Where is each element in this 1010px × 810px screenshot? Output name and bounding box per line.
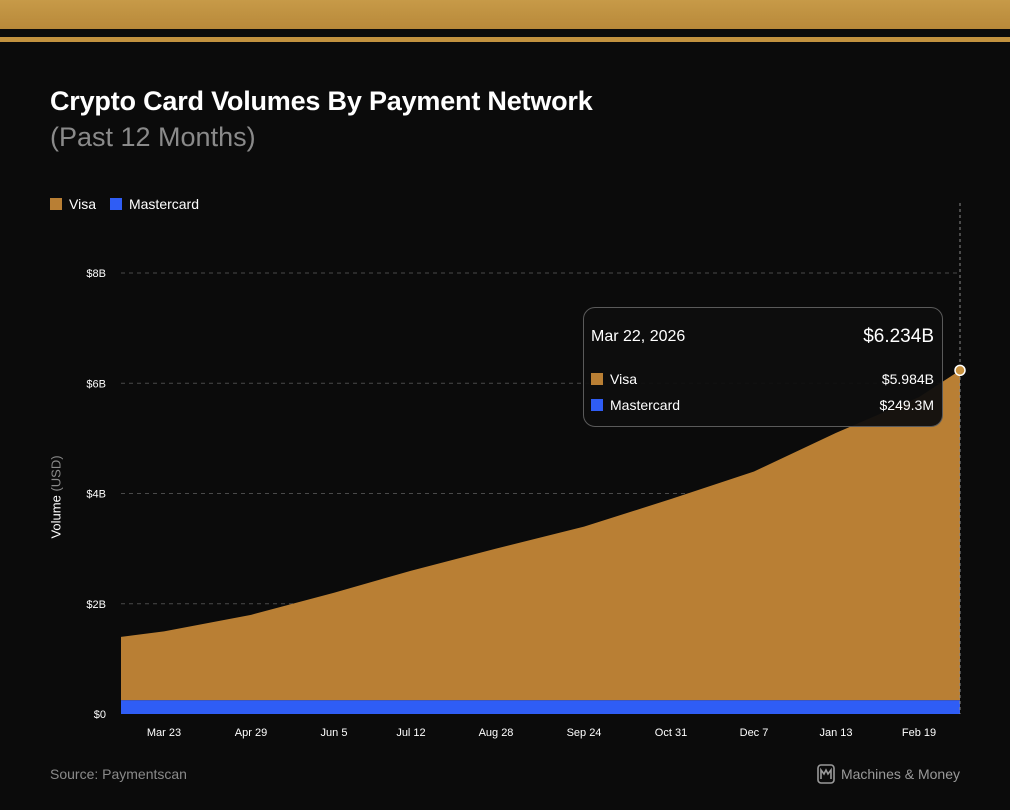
tooltip-date: Mar 22, 2026 bbox=[591, 328, 686, 345]
x-tick-label-1: Apr 29 bbox=[235, 727, 267, 739]
tooltip-header: Mar 22, 2026 $6.234B bbox=[591, 308, 934, 366]
tooltip-series-visa: Visa bbox=[591, 371, 637, 387]
x-tick-label-0: Mar 23 bbox=[147, 727, 181, 739]
machines-money-logo-icon bbox=[817, 764, 835, 784]
tooltip-value-visa: $5.984B bbox=[881, 371, 934, 387]
chart-title: Crypto Card Volumes By Payment Network bbox=[50, 86, 593, 116]
tooltip-row-visa: Visa $5.984B bbox=[591, 366, 934, 392]
tooltip-total: $6.234B bbox=[863, 326, 934, 347]
tooltip-label-mastercard: Mastercard bbox=[610, 397, 681, 413]
legend-item-mastercard[interactable]: Mastercard bbox=[109, 196, 200, 212]
tooltip-label-visa: Visa bbox=[610, 371, 637, 387]
legend-label-mastercard: Mastercard bbox=[128, 196, 200, 212]
x-tick-label-2: Jun 5 bbox=[321, 727, 348, 739]
y-tick-label-2: $4B bbox=[86, 489, 106, 501]
y-tick-label-3: $6B bbox=[86, 378, 106, 390]
series-area-visa bbox=[121, 370, 960, 701]
brand-name: Machines & Money bbox=[840, 766, 960, 782]
tooltip-swatch-visa bbox=[591, 373, 603, 385]
top-gold-rule bbox=[0, 37, 1010, 42]
x-tick-label-3: Jul 12 bbox=[396, 727, 425, 739]
x-tick-label-8: Jan 13 bbox=[819, 727, 852, 739]
hover-point bbox=[954, 364, 966, 377]
hover-tooltip: Mar 22, 2026 $6.234B Visa $5.984B Master… bbox=[583, 307, 943, 427]
x-tick-label-5: Sep 24 bbox=[567, 727, 602, 739]
top-gold-band bbox=[0, 0, 1010, 29]
tooltip-series-mastercard: Mastercard bbox=[591, 397, 680, 413]
tooltip-swatch-mastercard bbox=[591, 399, 603, 411]
chart-subtitle: (Past 12 Months) bbox=[50, 122, 256, 152]
tooltip-value-mastercard: $249.3M bbox=[879, 397, 934, 413]
y-tick-label-1: $2B bbox=[86, 599, 106, 611]
y-tick-label-4: $8B bbox=[86, 268, 106, 280]
brand: Machines & Money bbox=[817, 764, 960, 784]
legend-label-visa: Visa bbox=[69, 196, 96, 212]
y-tick-label-0: $0 bbox=[94, 709, 106, 721]
legend-swatch-visa bbox=[50, 198, 62, 210]
x-tick-label-4: Aug 28 bbox=[479, 727, 514, 739]
source-note: Source: Paymentscan bbox=[50, 766, 187, 782]
legend: Visa Mastercard bbox=[50, 196, 199, 212]
legend-item-visa[interactable]: Visa bbox=[50, 196, 96, 212]
legend-swatch-mastercard bbox=[109, 198, 122, 210]
x-tick-label-6: Oct 31 bbox=[655, 727, 687, 739]
tooltip-row-mastercard: Mastercard $249.3M bbox=[591, 392, 934, 418]
series-area-mastercard bbox=[121, 700, 960, 714]
x-tick-label-7: Dec 7 bbox=[740, 727, 769, 739]
x-tick-label-9: Feb 19 bbox=[902, 727, 936, 739]
